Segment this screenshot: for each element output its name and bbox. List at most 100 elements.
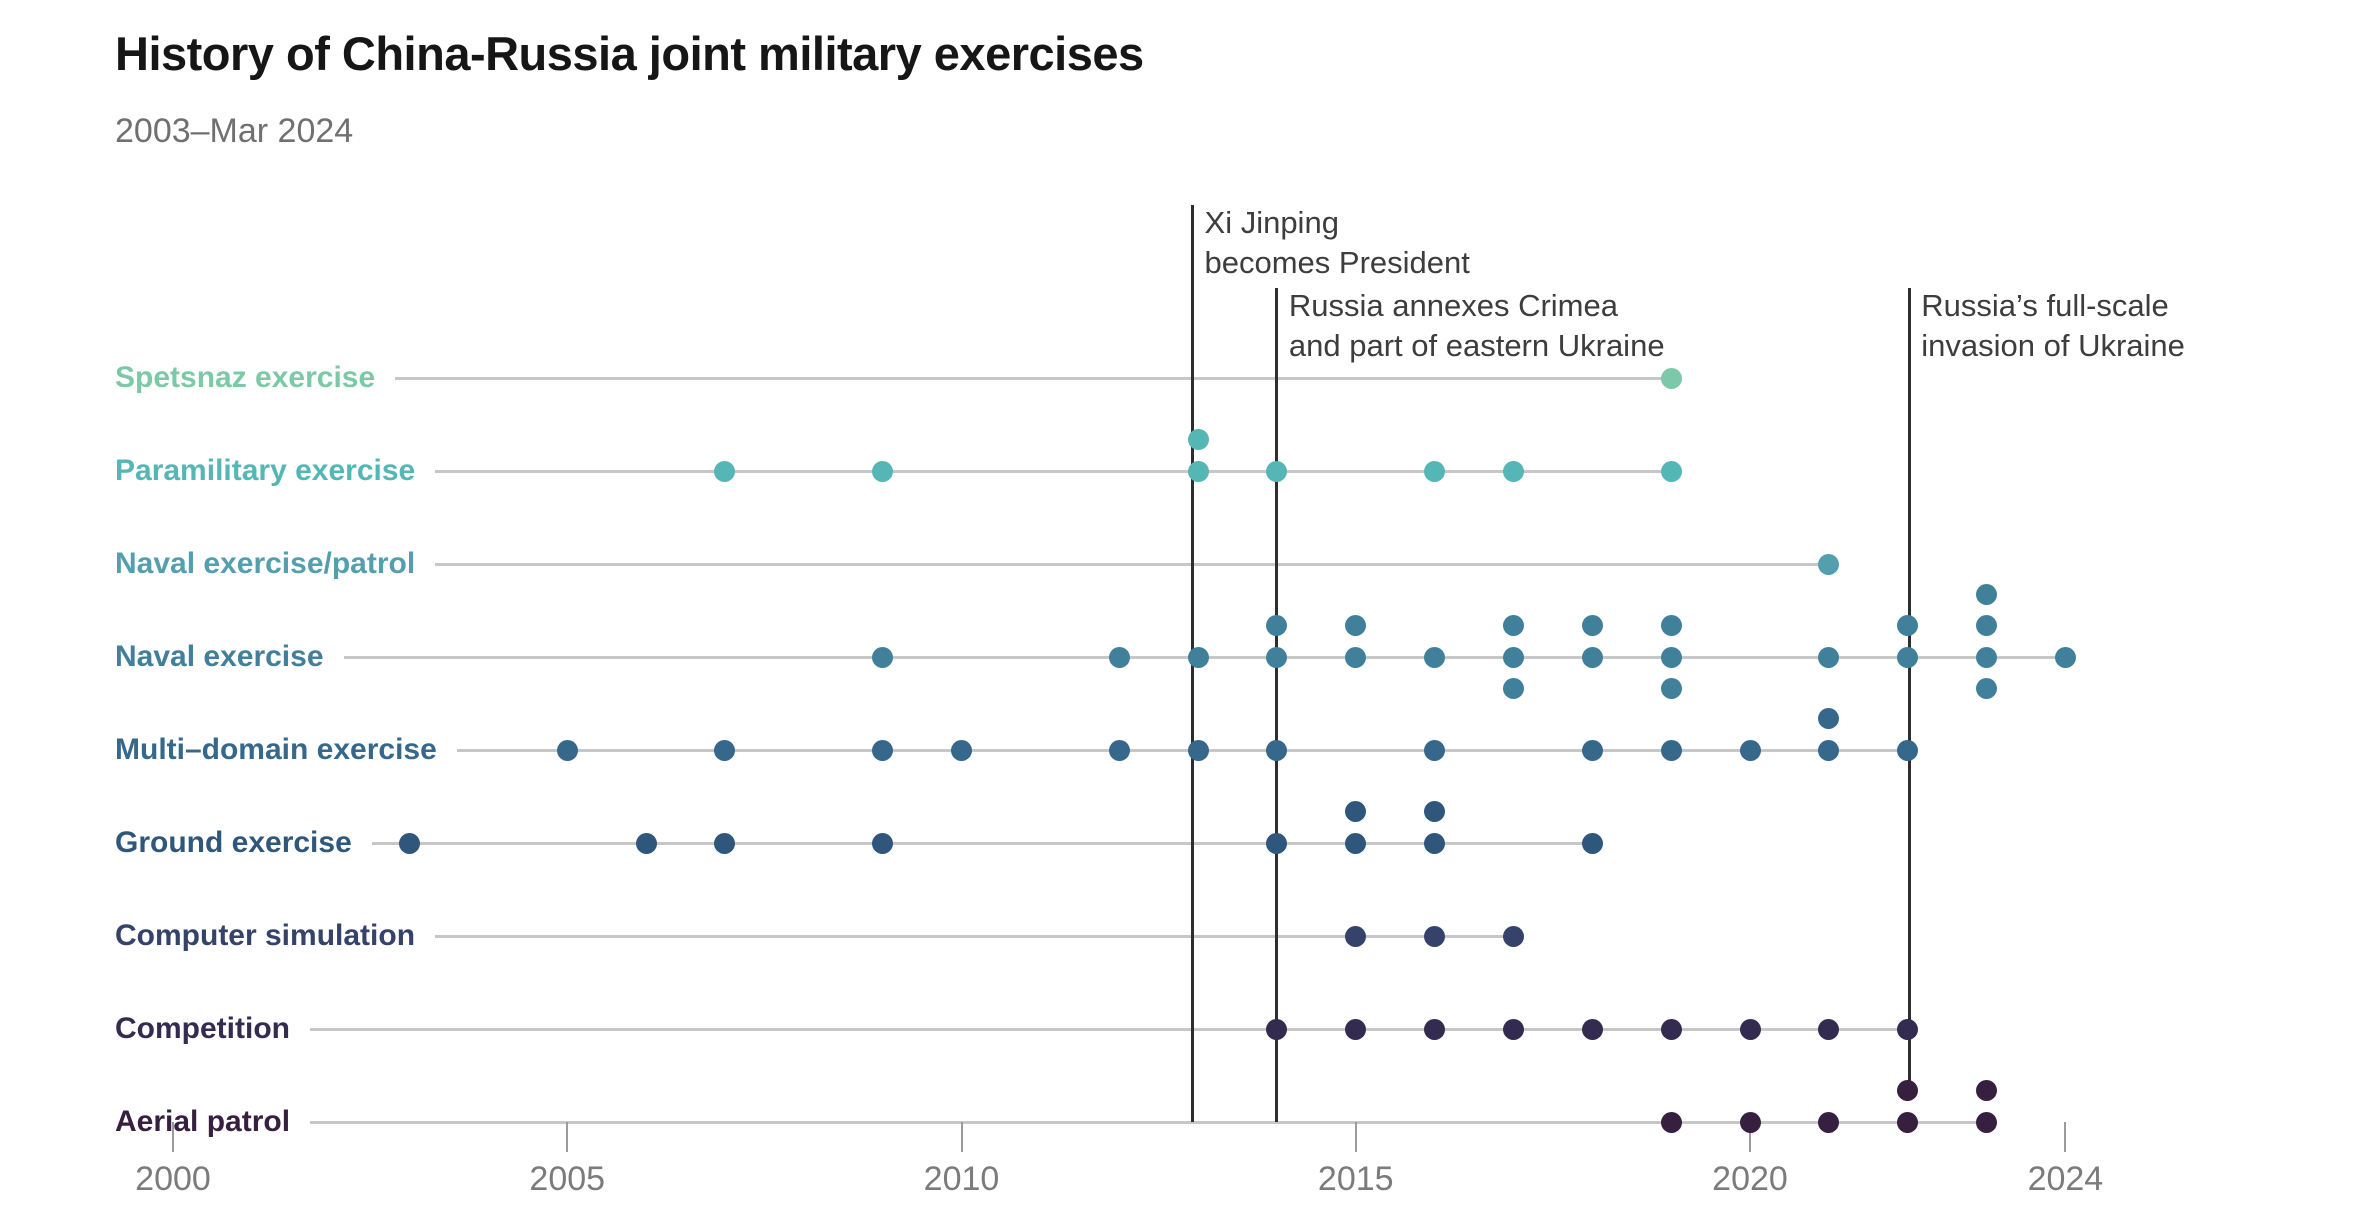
annotation-text: Russia’s full-scale invasion of Ukraine (1921, 288, 2185, 363)
data-point (872, 460, 894, 482)
data-point (1502, 925, 1524, 947)
data-point (1976, 1080, 1998, 1101)
data-point (1502, 460, 1524, 482)
data-point (1818, 553, 1840, 575)
annotation-line (1907, 288, 1911, 1088)
data-point (1897, 1018, 1919, 1040)
data-point (951, 739, 972, 761)
axis-tick-label: 2000 (135, 1160, 211, 1198)
data-point (1581, 615, 1603, 636)
data-point (1502, 646, 1524, 668)
data-point (1660, 460, 1682, 482)
data-point (1424, 832, 1446, 854)
row-line-competition (310, 1027, 1908, 1031)
row-line-naval-exercise-patrol (435, 562, 1829, 566)
data-point (1818, 739, 1840, 761)
data-point (1424, 646, 1446, 668)
data-point (1818, 1111, 1840, 1133)
data-point (1660, 615, 1682, 636)
data-point (1266, 1018, 1288, 1040)
axis-tick (2064, 1122, 2067, 1152)
category-label-multi-domain-exercise: Multi–domain exercise (115, 733, 437, 766)
data-point (1581, 739, 1603, 761)
axis-tick (172, 1122, 174, 1152)
category-label-paramilitary-exercise: Paramilitary exercise (115, 454, 416, 487)
data-point (1897, 646, 1919, 668)
data-point (1345, 832, 1367, 854)
axis-tick (960, 1122, 963, 1152)
data-point (872, 739, 894, 761)
data-point (1976, 646, 1998, 668)
category-label-ground-exercise: Ground exercise (115, 826, 352, 859)
data-point (1345, 801, 1367, 822)
chart-subtitle: 2003–Mar 2024 (115, 112, 354, 150)
data-point (1345, 646, 1367, 668)
row-line-aerial-patrol (310, 1120, 1987, 1124)
data-point (1660, 646, 1682, 668)
data-point (1187, 460, 1209, 482)
category-label-naval-exercise-patrol: Naval exercise/patrol (115, 547, 416, 580)
data-point (1897, 1111, 1919, 1133)
data-point (1660, 367, 1682, 389)
category-label-competition: Competition (115, 1012, 290, 1045)
row-line-ground-exercise (372, 841, 1593, 845)
axis-tick (566, 1122, 569, 1152)
data-point (1818, 708, 1840, 729)
axis-tick (1749, 1122, 1751, 1152)
data-point (1818, 1018, 1840, 1040)
data-point (1976, 615, 1998, 636)
data-point (872, 832, 894, 854)
data-point (1897, 739, 1919, 761)
data-point (1976, 678, 1998, 699)
data-point (1502, 615, 1524, 636)
axis-tick-label: 2020 (1712, 1160, 1788, 1198)
data-point (399, 832, 421, 854)
data-point (1739, 739, 1761, 761)
chart-title: History of China-Russia joint military e… (115, 27, 1144, 80)
data-point (714, 832, 736, 854)
data-point (1739, 1018, 1761, 1040)
row-line-spetsnaz-exercise (395, 376, 1672, 380)
data-point (1266, 460, 1288, 482)
data-point (1424, 925, 1446, 947)
data-point (1424, 739, 1446, 761)
data-point (2054, 646, 2076, 668)
data-point (1897, 615, 1919, 636)
annotation-text: Xi Jinping becomes President (1204, 205, 1470, 280)
axis-tick-label: 2015 (1317, 1160, 1394, 1198)
annotation-text: Russia annexes Crimea and part of easter… (1288, 288, 1665, 363)
axis-tick-label: 2024 (2027, 1160, 2104, 1198)
data-point (1739, 1111, 1761, 1133)
row-line-multi-domain-exercise (457, 748, 1908, 752)
data-point (1266, 739, 1288, 761)
data-point (1266, 615, 1288, 636)
data-point (1424, 1018, 1446, 1040)
axis-tick-label: 2005 (529, 1160, 606, 1198)
data-point (1424, 801, 1446, 822)
category-label-naval-exercise: Naval exercise (115, 640, 324, 673)
data-point (1424, 460, 1446, 482)
data-point (1502, 1018, 1524, 1040)
data-point (1660, 739, 1682, 761)
data-point (1660, 678, 1682, 699)
data-point (1187, 739, 1209, 761)
data-point (1108, 646, 1130, 668)
row-line-paramilitary-exercise (435, 469, 1672, 473)
data-point (1581, 1018, 1603, 1040)
data-point (635, 832, 657, 854)
category-label-aerial-patrol: Aerial patrol (115, 1105, 291, 1138)
axis-tick (1354, 1122, 1357, 1152)
data-point (714, 460, 736, 482)
data-point (1660, 1018, 1682, 1040)
data-point (1345, 1018, 1367, 1040)
data-point (1976, 583, 1998, 605)
data-point (1187, 429, 1209, 450)
data-point (1187, 646, 1209, 668)
data-point (1345, 615, 1367, 636)
data-point (556, 739, 578, 761)
data-point (872, 646, 894, 668)
data-point (1581, 646, 1603, 668)
data-point (1581, 832, 1603, 854)
data-point (1897, 1080, 1919, 1101)
